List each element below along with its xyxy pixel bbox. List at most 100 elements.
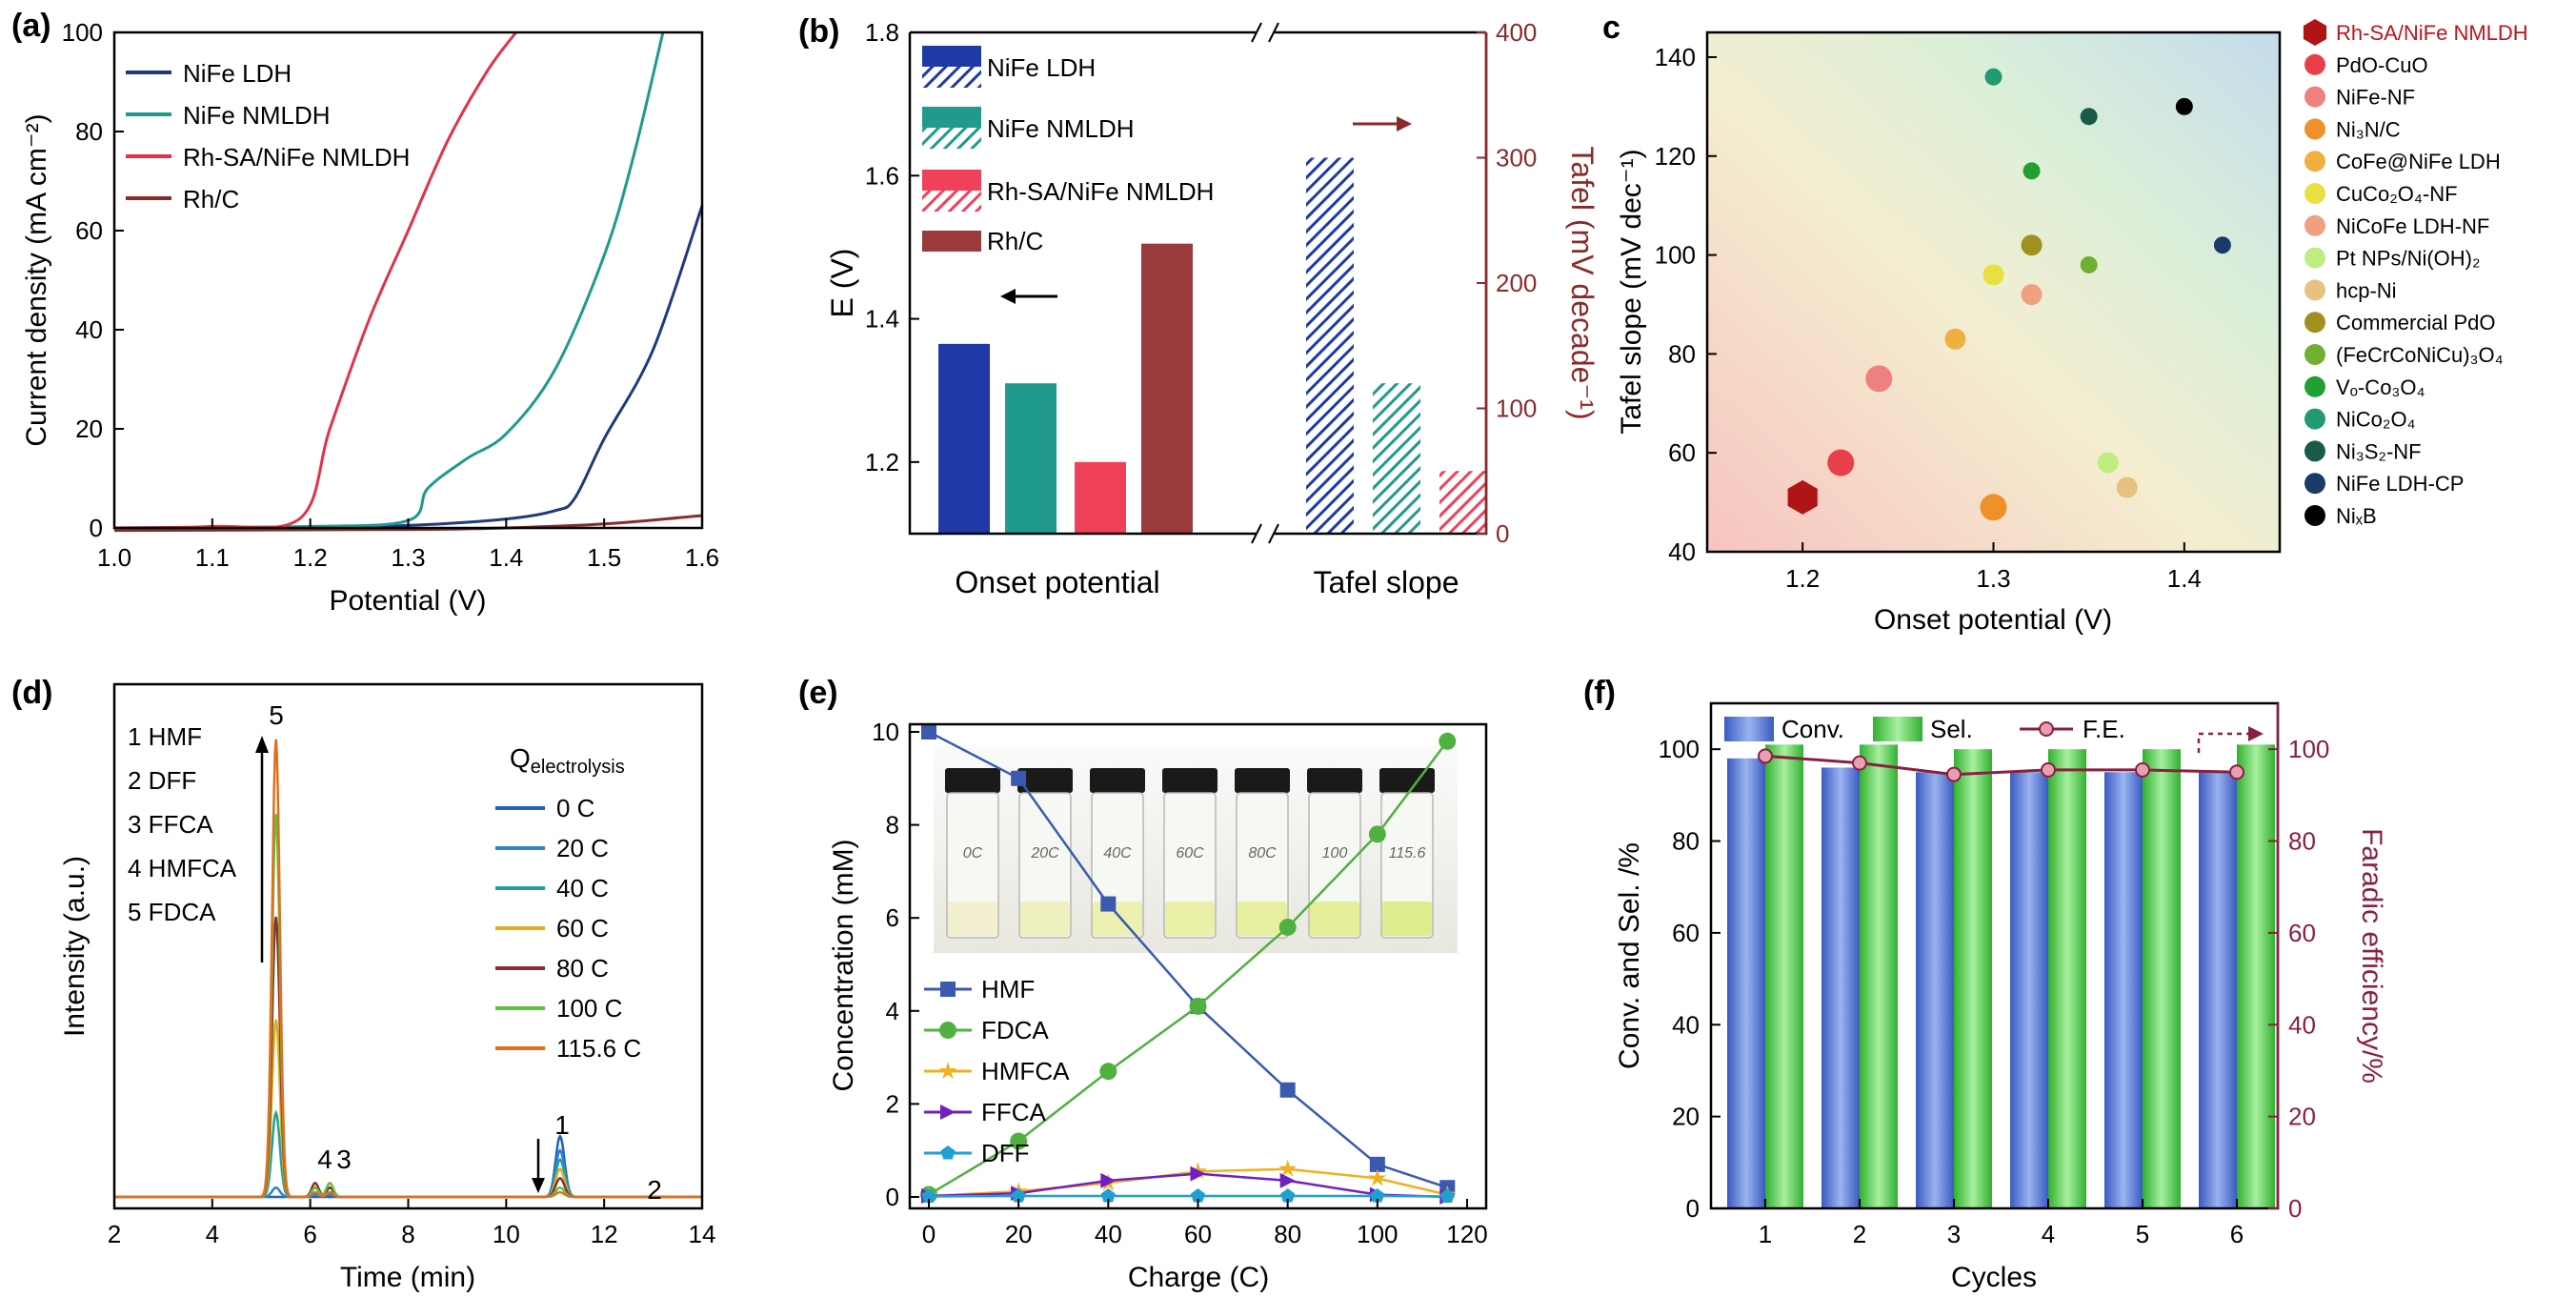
vial-label: 60C [1176,845,1204,861]
panel-b-legend-swatch-hatched [922,128,981,149]
panel-c-point [2213,236,2231,254]
panel-d-chromatogram [114,1148,702,1199]
panel-e-marker-triangle [1100,1172,1117,1188]
dotted-arrow-path [2197,732,2250,753]
panel-c-point [2021,284,2043,306]
vial-label: 100 [1322,845,1348,861]
panel-label-c: c [1602,10,1620,46]
panel-e-x-tick-label: 20 [1005,1220,1033,1248]
panel-c-legend-marker [2304,375,2325,397]
panel-b-group-tafel: Tafel slope [1314,565,1459,599]
panel-a-x-tick-label: 1.5 [587,543,621,572]
panel-f-conv-bar [1821,767,1860,1208]
panel-e-xlabel: Charge (C) [1128,1262,1269,1293]
panel-d-chromatogram [114,1109,702,1199]
panel-a-legend-label: Rh-SA/NiFe NMLDH [183,143,410,172]
panel-b-onset-bar [1005,383,1057,534]
panel-f-y-tick-label-left: 80 [1672,827,1700,856]
panel-e-marker-circle [1368,825,1386,843]
vial-label: 20C [1030,845,1059,861]
panel-f-conv-bar [2199,772,2237,1208]
panel-c-legend-marker [2304,473,2325,495]
panel-f-conv-bar [1727,758,1765,1208]
panel-e-marker-square [1279,1082,1296,1098]
panel-c-point-hexagon [1787,479,1818,515]
panel-f-legend-conv-swatch [1724,717,1774,741]
panel-c-ylabel: Tafel slope (mV dec⁻¹) [1616,149,1647,434]
panel-e-marker-triangle [1279,1172,1296,1188]
panel-c-y-tick-label: 60 [1668,438,1696,467]
panel-b-tafel-bar [1306,157,1354,534]
panel-b-legend-swatch-solid [922,107,981,128]
panel-c-points [1787,68,2231,521]
panel-f-y-tick-label-right: 40 [2288,1010,2316,1039]
panel-b-bars [938,157,1487,534]
vial-label: 115.6 [1389,845,1426,861]
peak-label-5: 5 [269,700,284,730]
peak-label-1: 1 [554,1110,570,1140]
panel-e-series-line [928,1167,1448,1198]
panel-c-point [2023,162,2041,180]
panel-a-x-tick-label: 1.2 [293,543,328,572]
panel-d-x-tick-label: 2 [108,1220,121,1248]
vial-label: 80C [1248,845,1277,861]
vial-liquid [948,902,997,936]
panel-c-legend-marker [2304,440,2325,462]
arrow-right-head [1397,116,1412,132]
panel-c-legend-label: CoFe@NiFe LDH [2336,150,2501,173]
vial-cap [1235,768,1290,793]
vial-liquid [1382,902,1432,936]
panel-c-legend-label: Rh-SA/NiFe NMLDH [2336,21,2528,45]
panel-b-axis-breaks [1251,22,1279,544]
panel-a-legend-label: Rh/C [183,185,239,213]
panel-c-x-ticks: 1.2 1.3 1.4 [1785,542,2202,593]
panel-e-marker-pentagon [1280,1188,1296,1203]
peak-label-4: 4 [317,1145,332,1174]
panel-c-legend-marker [2304,183,2325,204]
panel-e-marker-pentagon [1190,1188,1206,1203]
panel-c-legend-marker [2304,214,2325,236]
panel-c-y-tick-label: 120 [1655,142,1696,171]
panel-f-y-tick-label-left: 100 [1659,735,1700,763]
panel-b-onset-bar [1075,461,1126,534]
panel-f-y-tick-label-right: 20 [2288,1103,2316,1131]
panel-f-sel-bar [1765,744,1803,1208]
panel-c-legend-marker [2304,247,2325,269]
vial-liquid [1310,902,1359,936]
panel-c-legend-label: Ni₃S₂-NF [2336,439,2422,463]
vial-liquid [1093,902,1142,936]
panel-b-legend-swatch-solid [922,170,981,191]
panel-d-arrow-up [255,736,269,963]
panel-a-legend-label: NiFe LDH [183,59,292,88]
panel-b-ylabel-left: E (V) [825,249,859,318]
vial-liquid [1238,902,1287,936]
panel-c-legend-label: NiCoFe LDH-NF [2336,214,2489,238]
vial-photo: 0C 20C 40C 60C 80C 100 115.6 [934,745,1458,953]
panel-b-legend-swatch-hatched [922,191,981,212]
dotted-arrow-head [2248,726,2264,741]
panel-a-x-tick-label: 1.4 [489,543,523,572]
panel-e-marker-circle [1278,918,1297,936]
panel-e-y-ticks: 0 2 4 6 8 10 [872,718,919,1211]
panel-d-x-tick-label: 12 [591,1220,618,1248]
panel-e-legend-label: HMF [981,975,1035,1003]
break-mask-bottom [1256,524,1275,543]
panel-a-y-tick-label: 0 [90,514,103,542]
panel-b-legend-label: Rh-SA/NiFe NMLDH [987,177,1214,206]
panel-f-legend-fe-label: F.E. [2083,715,2125,743]
panel-c-y-tick-label: 140 [1655,43,1696,71]
panel-f: (f) 1 2 3 4 5 6 0 0 20 20 40 40 60 60 80 80 100 100 Cycl… [1583,675,2387,1293]
panel-a-y-tick-label: 100 [62,18,103,47]
panel-f-y-tick-label-right: 0 [2288,1194,2302,1223]
panel-d-legend-label: 0 C [556,794,594,822]
panel-d-chromatogram [114,1133,702,1199]
panel-f-x-tick-label: 2 [1853,1220,1866,1248]
break-bottom-2 [1268,523,1279,544]
panel-d: (d) 2 4 6 8 10 12 14 Time (min) Intensity (a.u… [11,675,715,1293]
panel-e-marker-square [1100,896,1117,912]
panel-b-y-tick-label-left: 1.6 [865,161,899,190]
panel-e-x-tick-label: 120 [1446,1220,1487,1248]
panel-d-legend-label: 115.6 C [556,1034,641,1063]
panel-b-onset-bar [938,343,990,534]
